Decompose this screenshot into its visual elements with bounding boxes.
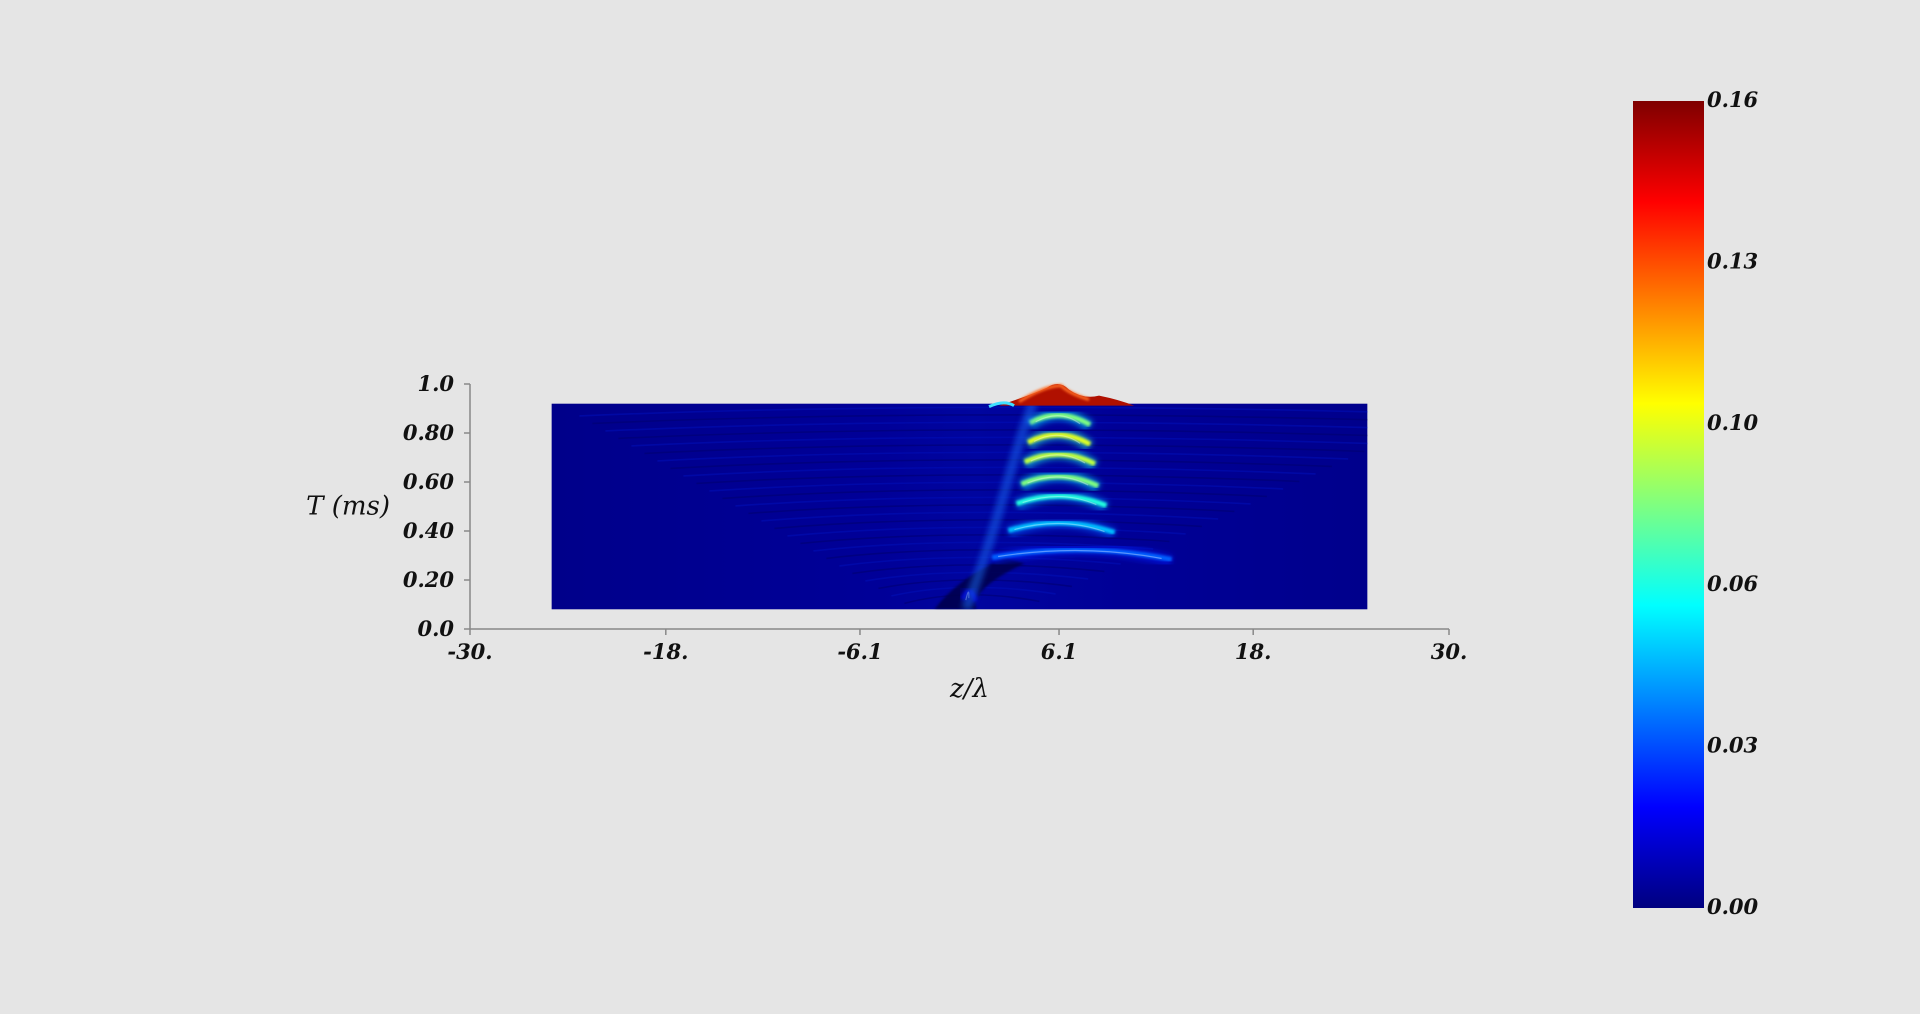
ripple-line xyxy=(670,459,1332,470)
ripple-line xyxy=(696,474,1300,485)
ripple-line xyxy=(774,519,1202,530)
ripple-line xyxy=(722,489,1267,500)
wave-crests xyxy=(957,408,1174,605)
heatmap-background xyxy=(551,403,1368,610)
colorbar-gradient xyxy=(1633,101,1704,908)
ripple-line xyxy=(605,421,1368,432)
y-tick-label: 0.0 xyxy=(417,616,454,641)
wave-crest xyxy=(991,547,1173,562)
ripple-line xyxy=(592,414,1368,425)
wave-crest xyxy=(1026,432,1092,447)
heatmap-ripples xyxy=(579,406,1368,605)
wave-crest-highlight xyxy=(1033,434,1081,444)
y-tick-label: 0.60 xyxy=(403,469,455,494)
wave-spine xyxy=(961,403,1038,610)
colorbar-tick-label: 0.03 xyxy=(1707,733,1758,758)
colorbar-ticks: 0.00 0.03 0.06 0.10 0.13 0.16 xyxy=(1707,87,1759,919)
colorbar: 0.00 0.03 0.06 0.10 0.13 0.16 xyxy=(1633,87,1759,919)
ripple-line xyxy=(852,564,1105,575)
ripple-line xyxy=(800,534,1170,545)
y-axis-ticks: 0.0 0.20 0.40 0.60 0.80 1.0 xyxy=(403,371,470,641)
ripple-line xyxy=(761,511,1219,522)
x-tick-label: -6.1 xyxy=(837,639,882,664)
ripple-line xyxy=(618,429,1368,440)
colorbar-tick-label: 0.16 xyxy=(1707,87,1759,112)
ripple-line xyxy=(865,571,1089,582)
peak-body xyxy=(999,384,1135,406)
ripple-line xyxy=(735,496,1251,507)
ripple-line xyxy=(657,451,1349,462)
ripple-line xyxy=(644,444,1365,455)
colorbar-tick-label: 0.13 xyxy=(1707,248,1758,273)
x-tick-label: 18. xyxy=(1235,639,1272,664)
x-tick-label: 30. xyxy=(1431,639,1468,664)
wave-crest-highlight xyxy=(998,549,1162,560)
y-axis-title: T (ms) xyxy=(306,492,390,522)
wave-crest xyxy=(1020,474,1100,489)
wave-crest-highlight xyxy=(1030,454,1086,464)
x-tick-label: -30. xyxy=(447,639,492,664)
wave-crest-highlight xyxy=(1035,415,1081,425)
ripple-line xyxy=(839,556,1121,567)
y-tick-label: 0.80 xyxy=(403,420,455,445)
ripple-line xyxy=(683,466,1316,477)
y-tick-label: 0.20 xyxy=(403,567,455,592)
x-tick-label: -18. xyxy=(643,639,688,664)
x-tick-label: 6.1 xyxy=(1041,639,1078,664)
ripple-line xyxy=(787,526,1186,537)
peak-highlight xyxy=(1018,384,1090,403)
ripple-line xyxy=(631,436,1368,447)
colorbar-tick-label: 0.06 xyxy=(1707,571,1759,596)
colorbar-tick-label: 0.00 xyxy=(1707,894,1759,919)
ripple-line xyxy=(709,481,1284,492)
wave-crest xyxy=(1007,520,1116,535)
wave-crest-highlight xyxy=(1014,522,1105,533)
wave-crest xyxy=(1023,451,1097,467)
wave-crest-highlight xyxy=(1027,476,1089,486)
y-tick-label: 0.40 xyxy=(403,518,455,543)
x-axis-ticks: -30. -18. -6.1 6.1 18. 30. xyxy=(447,629,1467,664)
wave-crest xyxy=(1028,412,1092,427)
y-tick-label: 1.0 xyxy=(417,371,454,396)
x-axis-title: z/λ xyxy=(949,674,989,704)
heatmap-peak xyxy=(988,384,1135,408)
peak-edge xyxy=(988,401,1015,408)
axes: -30. -18. -6.1 6.1 18. 30. 0.0 0.20 0.40 0.60 0.8… xyxy=(306,371,1467,704)
colorbar-tick-label: 0.10 xyxy=(1707,410,1759,435)
wave-crest-highlight xyxy=(1022,495,1097,506)
ripple-line xyxy=(579,406,1368,417)
ripple-line xyxy=(748,504,1235,515)
heatmap-surface xyxy=(551,403,1368,610)
wave-crest xyxy=(1015,493,1108,508)
